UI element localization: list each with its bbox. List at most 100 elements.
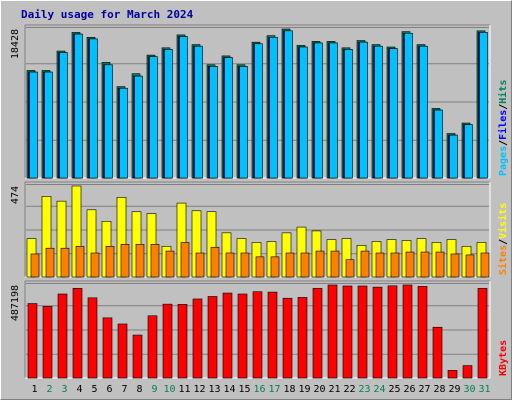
series-axis-label-part: KBytes bbox=[498, 340, 509, 376]
pages-bar bbox=[434, 109, 443, 179]
sites-bar bbox=[75, 245, 85, 278]
sites-bar bbox=[60, 247, 70, 278]
pages-bar bbox=[329, 42, 338, 179]
day-label: 5 bbox=[91, 384, 97, 395]
series-axis-label-part: / bbox=[498, 104, 509, 110]
sites-bar bbox=[45, 247, 55, 278]
day-label: 13 bbox=[208, 384, 220, 395]
pages-bar bbox=[449, 134, 458, 179]
kbytes-bar bbox=[312, 287, 323, 379]
kbytes-bar bbox=[297, 297, 308, 379]
kbytes-bar bbox=[42, 306, 53, 379]
day-label: 28 bbox=[433, 384, 445, 395]
day-label: 14 bbox=[223, 384, 235, 395]
day-label: 2 bbox=[46, 384, 52, 395]
kbytes-bar bbox=[417, 286, 428, 379]
day-label: 7 bbox=[121, 384, 127, 395]
day-label: 18 bbox=[283, 384, 295, 395]
y-max-tick-label: 487198 bbox=[10, 285, 21, 321]
day-label: 6 bbox=[106, 384, 112, 395]
sites-bar bbox=[390, 252, 400, 278]
day-label: 1 bbox=[31, 384, 37, 395]
series-axis-label-part: Pages bbox=[498, 146, 509, 176]
kbytes-bar bbox=[192, 298, 203, 379]
pages-bar bbox=[224, 57, 233, 179]
day-label: 21 bbox=[328, 384, 340, 395]
sites-bar bbox=[315, 250, 325, 278]
kbytes-bar bbox=[447, 370, 458, 379]
day-label: 31 bbox=[478, 384, 490, 395]
kbytes-bar bbox=[252, 291, 263, 379]
sites-bar bbox=[255, 256, 265, 278]
sites-bar bbox=[435, 251, 445, 278]
sites-bar bbox=[330, 250, 340, 278]
kbytes-bar bbox=[462, 365, 473, 379]
pages-bar bbox=[479, 32, 488, 179]
sites-bar bbox=[90, 252, 100, 278]
day-label: 15 bbox=[238, 384, 250, 395]
kbytes-bar bbox=[327, 284, 338, 379]
kbytes-bar bbox=[57, 293, 68, 379]
day-label: 26 bbox=[403, 384, 415, 395]
sites-bar bbox=[270, 256, 280, 278]
kbytes-bar bbox=[267, 291, 278, 379]
kbytes-bar bbox=[117, 323, 128, 379]
series-axis-label-part: Files bbox=[497, 110, 509, 140]
series-axis-label: Pages/Files/Hits bbox=[497, 80, 509, 176]
sites-bar bbox=[225, 252, 235, 278]
day-label: 9 bbox=[151, 384, 157, 395]
kbytes-bar bbox=[342, 285, 353, 379]
sites-bar bbox=[120, 244, 130, 278]
pages-bar bbox=[269, 37, 278, 179]
sites-bar bbox=[480, 252, 490, 278]
sites-bar bbox=[375, 252, 385, 278]
day-label: 11 bbox=[178, 384, 190, 395]
kbytes-bar bbox=[372, 286, 383, 379]
day-label: 20 bbox=[313, 384, 325, 395]
sites-bar bbox=[300, 252, 310, 278]
pages-bar bbox=[44, 71, 53, 179]
kbytes-bar bbox=[357, 285, 368, 379]
sites-bar bbox=[450, 253, 460, 278]
sites-bar bbox=[360, 250, 370, 278]
pages-bar bbox=[89, 38, 98, 179]
kbytes-bar bbox=[72, 287, 83, 379]
pages-bar bbox=[59, 52, 68, 179]
series-axis-label-part: / bbox=[498, 140, 509, 146]
pages-bar bbox=[254, 43, 263, 179]
day-label: 25 bbox=[388, 384, 400, 395]
kbytes-bar bbox=[27, 303, 38, 379]
pages-bar bbox=[314, 42, 323, 179]
pages-bar bbox=[239, 66, 248, 179]
pages-bar bbox=[194, 45, 203, 179]
sites-bar bbox=[105, 245, 115, 278]
pages-bar bbox=[299, 46, 308, 179]
day-label: 19 bbox=[298, 384, 310, 395]
kbytes-chart: 487198 KBytes bbox=[10, 280, 509, 379]
series-axis-label-part: / bbox=[498, 239, 509, 245]
series-axis-label: Sites/Visits bbox=[497, 203, 509, 275]
day-label: 27 bbox=[418, 384, 430, 395]
sites-bar bbox=[405, 251, 415, 278]
sites-bar bbox=[150, 244, 160, 278]
kbytes-bar bbox=[177, 304, 188, 379]
sites-bar bbox=[180, 242, 190, 278]
y-max-tick-label: 474 bbox=[10, 186, 21, 204]
pages-bar bbox=[179, 36, 188, 179]
pages-bar bbox=[359, 41, 368, 179]
kbytes-bar bbox=[237, 293, 248, 379]
series-axis-label-part: Sites bbox=[497, 245, 509, 275]
kbytes-bar bbox=[387, 285, 398, 379]
visits-sites-chart: 474 Sites/Visits bbox=[10, 181, 509, 278]
day-label: 3 bbox=[61, 384, 67, 395]
day-axis-labels: 1 2 3 4 5 6 7 8 9 10 11 12 13 14 15 16 17 18 19 20 21 22 23 24 2… bbox=[31, 384, 490, 395]
pages-bar bbox=[344, 49, 353, 179]
day-label: 10 bbox=[163, 384, 175, 395]
day-label: 30 bbox=[463, 384, 475, 395]
pages-bar bbox=[134, 75, 143, 179]
kbytes-bar bbox=[402, 284, 413, 379]
sites-bar bbox=[210, 246, 220, 278]
